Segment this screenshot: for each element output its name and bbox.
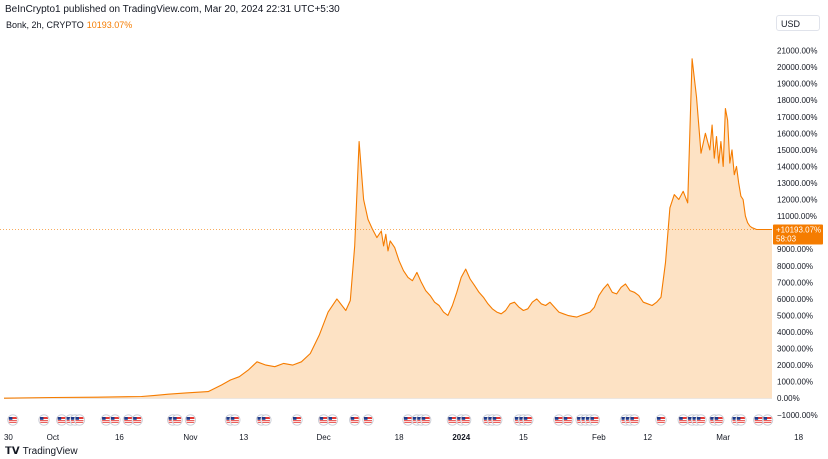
us-flag-icon[interactable] <box>109 414 121 426</box>
us-flag-icon[interactable] <box>695 414 707 426</box>
x-tick-label: 2024 <box>452 433 470 442</box>
last-price-badge-bg <box>773 224 823 245</box>
us-flag-icon[interactable] <box>326 414 339 426</box>
y-tick-label: 18000.00% <box>777 96 817 105</box>
y-tick-label: 19000.00% <box>777 80 817 89</box>
area-fill <box>4 58 772 399</box>
us-flag-icon[interactable] <box>362 414 374 426</box>
us-flag-icon[interactable] <box>38 414 50 426</box>
x-tick-label: Dec <box>317 433 331 442</box>
y-tick-label: 4000.00% <box>777 328 813 337</box>
x-tick-label: 12 <box>643 433 652 442</box>
us-flag-icon[interactable] <box>73 414 86 426</box>
us-flag-icon[interactable] <box>753 414 765 426</box>
us-flag-icon[interactable] <box>491 414 503 426</box>
symbol-name: Bonk, 2h, CRYPTO <box>6 20 84 30</box>
y-tick-label: 14000.00% <box>777 162 817 171</box>
x-tick-label: 18 <box>395 433 404 442</box>
y-tick-label: 12000.00% <box>777 196 817 205</box>
us-flag-icon[interactable] <box>171 414 183 426</box>
us-flag-icon[interactable] <box>446 414 458 426</box>
y-tick-label: 3000.00% <box>777 345 813 354</box>
y-tick-label: 16000.00% <box>777 129 817 138</box>
y-tick-label: 9000.00% <box>777 245 813 254</box>
y-tick-label: 0.00% <box>777 394 800 403</box>
us-flag-icon[interactable] <box>122 414 134 426</box>
us-flag-icon[interactable] <box>402 414 414 426</box>
us-flag-icon[interactable] <box>7 414 19 426</box>
us-flag-icon[interactable] <box>184 414 197 426</box>
us-flag-icon[interactable] <box>522 414 534 426</box>
us-flag-icon[interactable] <box>229 414 241 426</box>
us-flag-icon[interactable] <box>100 414 112 426</box>
us-flag-icon[interactable] <box>420 414 432 426</box>
us-flag-icon[interactable] <box>628 414 640 426</box>
y-tick-label: 20000.00% <box>777 63 817 72</box>
last-price-badge: +10193.07% 58:03 <box>773 224 823 245</box>
us-flag-icon[interactable] <box>291 414 303 426</box>
y-tick-label: 13000.00% <box>777 179 817 188</box>
us-flag-icon[interactable] <box>735 414 747 426</box>
x-tick-label: 15 <box>519 433 528 442</box>
us-flag-icon[interactable] <box>655 414 667 426</box>
x-tick-label: Oct <box>47 433 60 442</box>
series-line <box>3 58 772 399</box>
y-tick-label: 2000.00% <box>777 361 813 370</box>
currency-selector[interactable]: USD <box>776 15 820 31</box>
x-tick-label: 30 <box>4 433 13 442</box>
y-tick-label: 15000.00% <box>777 146 817 155</box>
us-flag-icon[interactable] <box>131 414 143 426</box>
us-flag-icon[interactable] <box>260 414 272 426</box>
x-tick-label: 13 <box>239 433 248 442</box>
brand-name: TradingView <box>22 446 78 457</box>
publisher-info: BeInCrypto1 published on TradingView.com… <box>5 4 340 15</box>
y-tick-label: 11000.00% <box>777 212 817 221</box>
y-tick-label: 1000.00% <box>777 378 813 387</box>
symbol-legend[interactable]: Bonk, 2h, CRYPTO 10193.07% <box>6 20 132 30</box>
x-tick-label: Nov <box>183 433 197 442</box>
event-markers[interactable] <box>7 414 774 426</box>
y-tick-label: −1000.00% <box>777 411 818 420</box>
us-flag-icon[interactable] <box>349 414 361 426</box>
last-price-value: +10193.07% <box>776 225 821 234</box>
us-flag-icon[interactable] <box>562 414 574 426</box>
x-tick-label: Mar <box>716 433 730 442</box>
us-flag-icon[interactable] <box>761 414 774 426</box>
x-tick-label: Feb <box>592 433 606 442</box>
bar-countdown: 58:03 <box>776 234 797 243</box>
us-flag-icon[interactable] <box>460 414 472 426</box>
y-tick-label: 21000.00% <box>777 47 817 56</box>
x-axis[interactable]: 30 Oct 16 Nov 13 Dec 18 2024 15 Feb 12 Mar 18 <box>4 433 804 442</box>
legend-value: 10193.07% <box>86 20 133 30</box>
y-tick-label: 6000.00% <box>777 295 813 304</box>
us-flag-icon[interactable] <box>713 414 725 426</box>
x-tick-label: 16 <box>115 433 124 442</box>
tradingview-icon: 𝗧𝗩 <box>5 446 20 457</box>
y-tick-label: 5000.00% <box>777 311 813 320</box>
tradingview-logo[interactable]: 𝗧𝗩 TradingView <box>5 446 78 457</box>
x-tick-label: 18 <box>794 433 803 442</box>
y-tick-label: 17000.00% <box>777 113 817 122</box>
y-tick-label: 8000.00% <box>777 262 813 271</box>
y-tick-label: 7000.00% <box>777 278 813 287</box>
us-flag-icon[interactable] <box>588 414 601 426</box>
us-flag-icon[interactable] <box>318 414 330 426</box>
us-flag-icon[interactable] <box>553 414 565 426</box>
